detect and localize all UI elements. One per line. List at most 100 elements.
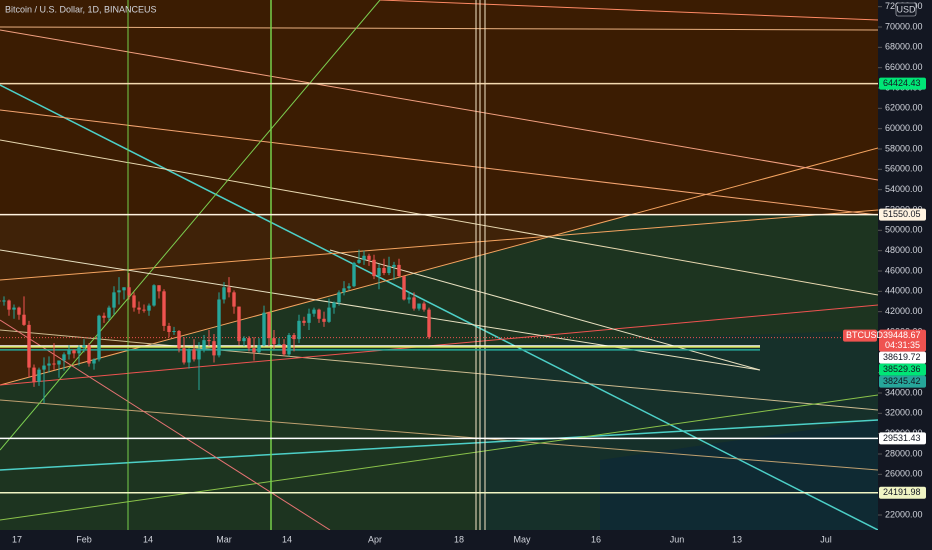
y-tick-label: 46000.00: [885, 265, 923, 275]
candle-body: [67, 350, 71, 355]
y-tick-label: 70000.00: [885, 21, 923, 31]
candle-body: [302, 320, 306, 323]
x-tick-label: 17: [12, 534, 22, 544]
candle-body: [277, 344, 281, 346]
candle-body: [32, 367, 36, 382]
candle-body: [232, 292, 236, 307]
candle-body: [327, 307, 331, 322]
candle-body: [17, 307, 21, 315]
candle-body: [272, 338, 276, 345]
price-tag-label: 64424.43: [883, 78, 921, 88]
candle-body: [187, 349, 191, 363]
candle-body: [397, 264, 401, 277]
candle-body: [337, 292, 341, 303]
price-tag: [879, 329, 926, 352]
candle-body: [387, 266, 391, 274]
candle-body: [332, 302, 336, 308]
drawings: [0, 0, 878, 530]
y-tick-label: 68000.00: [885, 42, 923, 52]
candle-body: [22, 314, 26, 325]
candle-body: [132, 295, 136, 308]
candle-body: [407, 297, 411, 300]
symbol-tag: [843, 329, 877, 342]
trend-line: [0, 394, 878, 521]
candle-body: [412, 297, 416, 309]
candle-body: [77, 347, 81, 354]
price-tag: [879, 432, 926, 445]
candle-body: [342, 288, 346, 293]
candle-body: [107, 307, 111, 318]
trend-line: [0, 329, 878, 411]
candle-body: [282, 344, 286, 355]
candle-body: [262, 312, 266, 346]
trend-line: [0, 209, 878, 281]
candle-body: [137, 307, 141, 310]
trend-line: [0, 139, 878, 296]
candle-body: [72, 350, 76, 354]
zone: [0, 0, 878, 215]
candle-body: [172, 330, 176, 332]
candle-body: [152, 285, 156, 306]
candle-body: [87, 345, 91, 364]
candle-body: [177, 330, 181, 349]
candles: [0, 249, 431, 404]
y-tick-label: 32000.00: [885, 408, 923, 418]
candle-body: [142, 309, 146, 311]
zone: [600, 420, 878, 530]
x-tick-label: Mar: [216, 534, 232, 544]
y-tick-label: 44000.00: [885, 286, 923, 296]
candle-body: [57, 360, 61, 365]
price-tag: [879, 363, 926, 376]
candle-body: [252, 348, 256, 353]
trend-line: [0, 319, 331, 530]
candle-body: [162, 291, 166, 326]
candle-body: [122, 287, 126, 291]
x-tick-label: Jun: [670, 534, 685, 544]
candle-body: [2, 300, 6, 302]
candle-body: [7, 300, 11, 310]
candle-body: [317, 309, 321, 319]
trend-line: [0, 0, 381, 451]
y-tick-label: 42000.00: [885, 306, 923, 316]
candle-body: [207, 340, 211, 342]
price-tag-label: 38529.36: [883, 364, 921, 374]
trend-line: [0, 84, 878, 530]
candle-body: [347, 286, 351, 289]
candle-body: [37, 369, 41, 382]
candle-body: [0, 300, 1, 302]
y-tick-label: 26000.00: [885, 469, 923, 479]
price-tag-label: 38619.72: [883, 352, 921, 362]
candle-body: [362, 255, 366, 260]
candle-body: [117, 290, 121, 293]
x-tick-label: 13: [732, 534, 742, 544]
trend-line: [0, 304, 878, 386]
candle-body: [422, 303, 426, 310]
candle-body: [222, 287, 226, 300]
currency-badge: [895, 2, 917, 17]
candle-body: [237, 306, 241, 342]
price-tag: [879, 208, 926, 221]
candle-body: [147, 305, 151, 311]
candle-body: [372, 259, 376, 277]
candle-body: [197, 349, 201, 360]
x-tick-label: Apr: [368, 534, 382, 544]
price-tag-label: 29531.43: [883, 433, 921, 443]
candle-body: [52, 363, 56, 365]
candle-body: [402, 276, 406, 300]
candle-body: [62, 354, 66, 361]
candle-body: [242, 338, 246, 342]
chart-title: Bitcoin / U.S. Dollar, 1D, BINANCEUS: [5, 4, 157, 14]
candle-body: [202, 340, 206, 350]
symbol-tag-label: BTCUSD: [846, 330, 884, 340]
candle-body: [287, 335, 291, 355]
trend-line: [0, 26, 878, 31]
time-axis: [0, 530, 878, 550]
candle-body: [382, 267, 386, 274]
price-tag-label: 51550.05: [883, 209, 921, 219]
price-tag-label: 39448.67: [883, 330, 921, 340]
candle-body: [297, 320, 301, 340]
candle-body: [377, 267, 381, 277]
price-tag: [879, 375, 926, 388]
x-tick-label: 16: [591, 534, 601, 544]
